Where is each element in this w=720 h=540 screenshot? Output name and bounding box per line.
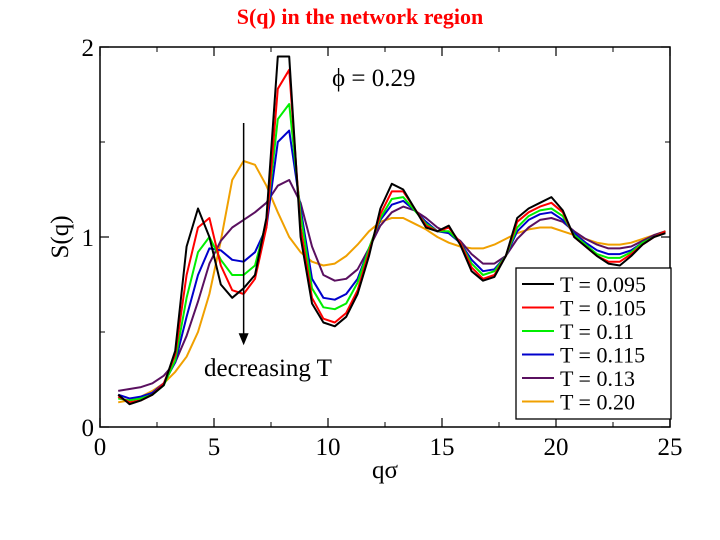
phi-annotation: ϕ = 0.29 — [332, 65, 416, 92]
series-line-t-0-13 — [118, 179, 666, 392]
x-axis-label: qσ — [372, 457, 399, 484]
legend-label: T = 0.13 — [560, 366, 635, 391]
x-tick-label: 25 — [658, 434, 683, 461]
legend-box — [515, 267, 672, 420]
x-tick-label: 10 — [316, 434, 341, 461]
legend-label: T = 0.095 — [560, 272, 646, 297]
x-tick-label: 15 — [430, 434, 455, 461]
trend-arrow-head — [238, 333, 249, 346]
y-tick-label: 0 — [82, 415, 95, 442]
legend-label: T = 0.20 — [560, 390, 635, 415]
legend-label: T = 0.105 — [560, 296, 646, 321]
x-tick-label: 5 — [208, 434, 221, 461]
x-tick-label: 20 — [544, 434, 569, 461]
y-axis-label: S(q) — [47, 215, 74, 258]
legend-label: T = 0.11 — [560, 319, 634, 344]
chart-title: S(q) in the network region — [236, 4, 484, 29]
y-tick-label: 2 — [82, 35, 95, 62]
legend-label: T = 0.115 — [560, 343, 645, 368]
y-tick-label: 1 — [82, 225, 95, 252]
x-tick-label: 0 — [94, 434, 107, 461]
trend-annotation: decreasing T — [204, 355, 332, 382]
series-line-t-0-095 — [117, 55, 666, 406]
